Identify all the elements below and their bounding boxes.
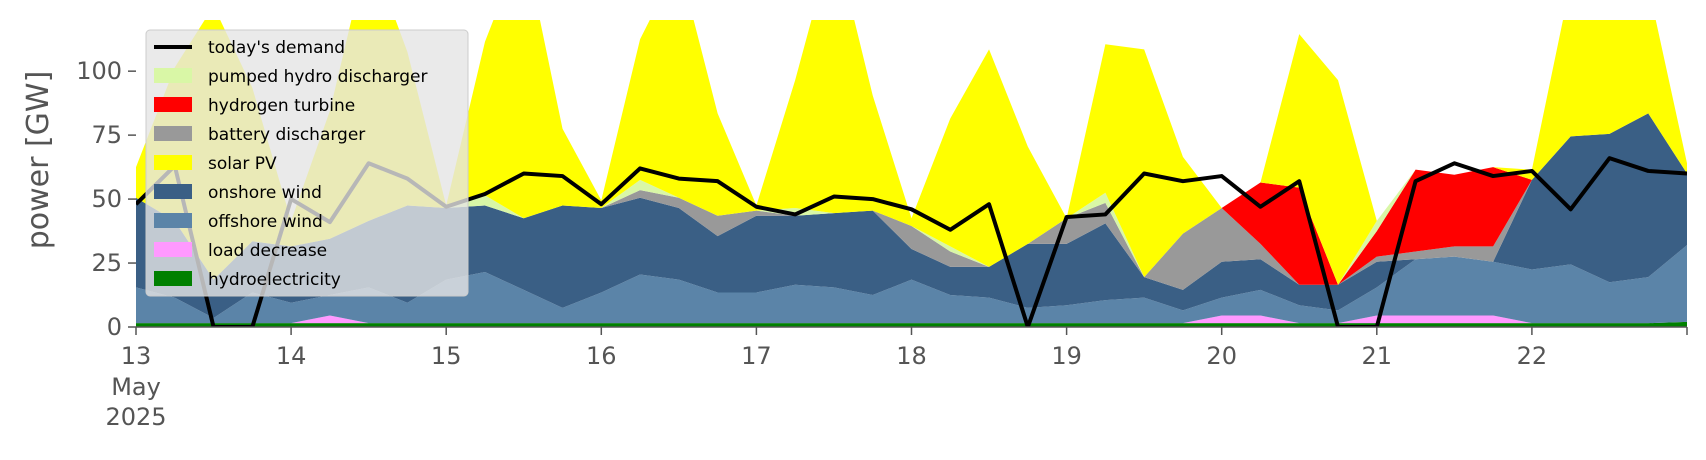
legend-swatch <box>154 68 192 83</box>
area-solar-pv <box>136 20 1687 285</box>
x-tick-label: 19 <box>1051 342 1082 370</box>
legend-label: battery discharger <box>208 125 365 145</box>
x-date-sublabel: 2025 <box>105 403 166 431</box>
y-tick-label: 0 <box>107 313 122 341</box>
legend-label: hydroelectricity <box>208 270 341 290</box>
y-tick-label: 75 <box>91 121 122 149</box>
legend-swatch <box>154 242 192 257</box>
legend-swatch <box>154 271 192 286</box>
legend-swatch <box>154 184 192 199</box>
legend: today's demand pumped hydro discharger hyd… <box>145 29 469 297</box>
legend-label: pumped hydro discharger <box>208 67 427 87</box>
y-axis-label: power [GW] <box>21 71 56 250</box>
legend-label: offshore wind <box>208 212 323 232</box>
x-tick-label: 18 <box>896 342 927 370</box>
legend-label: hydrogen turbine <box>208 96 355 116</box>
x-tick-label: 21 <box>1362 342 1393 370</box>
x-date-sublabel: May <box>111 373 161 401</box>
area-offshore-wind <box>136 245 1687 324</box>
legend-label: load decrease <box>208 241 327 261</box>
x-tick-label: 17 <box>741 342 772 370</box>
legend-swatch <box>154 126 192 141</box>
x-tick-label: 14 <box>276 342 307 370</box>
x-tick-label: 13 <box>121 342 152 370</box>
area-series-group <box>136 20 1687 327</box>
x-tick-label: 15 <box>431 342 462 370</box>
y-tick-label: 25 <box>91 249 122 277</box>
legend-label: solar PV <box>208 154 277 174</box>
y-tick-label: 100 <box>76 57 122 85</box>
legend-swatch <box>154 213 192 228</box>
legend-swatch <box>154 155 192 170</box>
area-onshore-wind <box>136 113 1687 319</box>
x-tick-label: 16 <box>586 342 617 370</box>
x-tick-label: 22 <box>1517 342 1548 370</box>
legend-label: onshore wind <box>208 183 322 203</box>
legend-box <box>145 29 469 297</box>
area-hydrogen-turbine <box>136 113 1687 285</box>
x-tick-label: 20 <box>1206 342 1237 370</box>
y-tick-label: 50 <box>91 185 122 213</box>
legend-label: today's demand <box>208 38 345 58</box>
legend-swatch <box>154 97 192 112</box>
